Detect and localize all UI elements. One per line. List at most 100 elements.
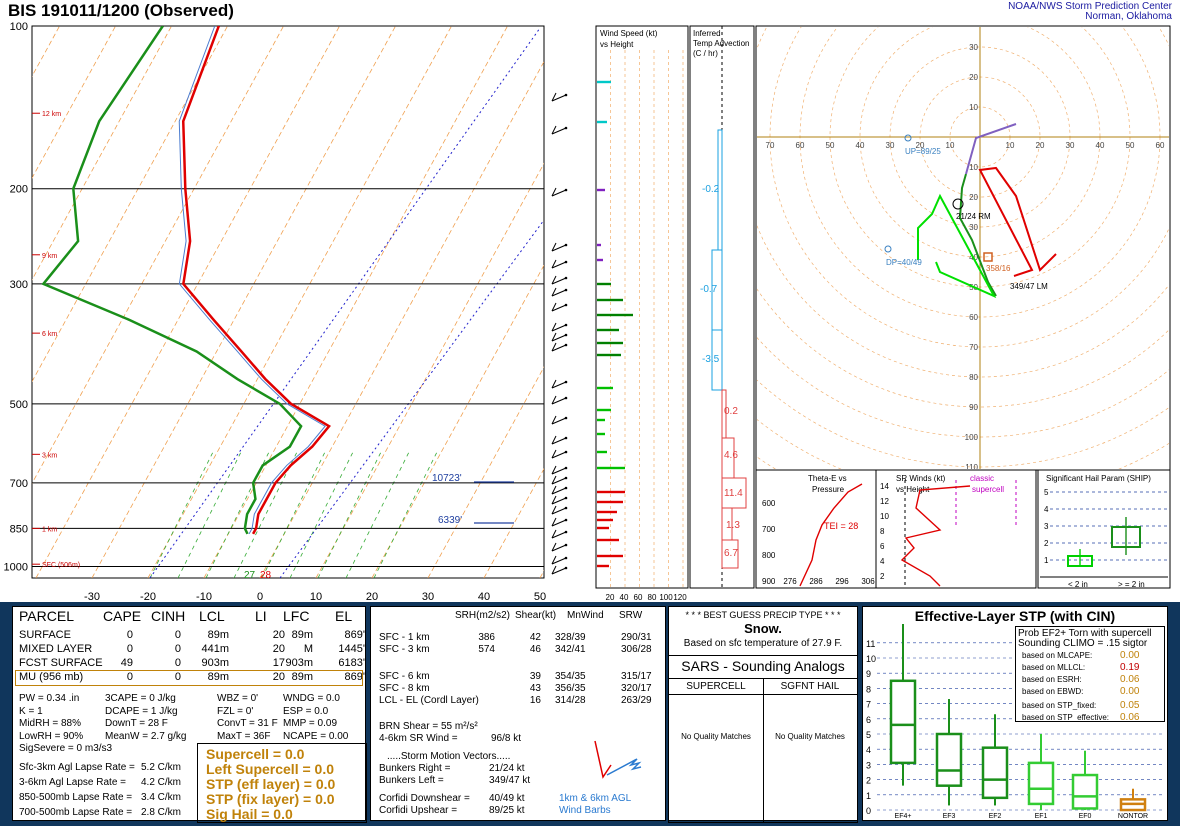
kin-srw: 320/17	[621, 683, 652, 694]
sr-winds-frame	[875, 469, 1037, 589]
thermo-index: PW = 0.34 .in	[19, 693, 80, 704]
hodo-axis-label: 40	[856, 141, 865, 150]
wind-speed-bar	[597, 353, 621, 357]
parcel-cell: 89m	[291, 629, 313, 641]
wind-barb	[551, 334, 567, 342]
wind-barb	[551, 567, 567, 575]
stp-prob-value: 0.00	[1120, 686, 1140, 697]
parcel-cell: FCST SURFACE	[19, 657, 103, 669]
thermo-index: MidRH = 88%	[19, 718, 81, 729]
wind-speed-bar	[597, 282, 611, 286]
stp-prob-label: based on ESRH:	[1022, 675, 1082, 684]
height-label: 6 km	[42, 331, 57, 338]
lapse-value: 4.2 C/km	[141, 777, 182, 788]
srw46-value: 96/8 kt	[491, 733, 522, 744]
motion-label: Bunkers Left =	[379, 775, 444, 786]
virtual-temp-trace	[178, 26, 326, 535]
sounding-trace	[181, 26, 331, 535]
parcel-cell: 0	[174, 657, 181, 669]
isotherm	[483, 468, 544, 578]
sr-ytick: 8	[880, 527, 885, 536]
hodo-axis-label: 10	[946, 141, 955, 150]
wind-barb	[551, 497, 567, 505]
composite-param: STP (eff layer) = 0.0	[206, 776, 336, 792]
parcel-cell: 20	[272, 629, 285, 641]
pressure-label: 200	[10, 184, 28, 196]
parcel-cell: 89m	[207, 671, 229, 683]
temp-adv-label: 6.7	[724, 548, 738, 559]
ship-ytick: 5	[1044, 488, 1049, 497]
motion-label: Corfidi Downshear =	[379, 793, 470, 804]
kin-mnwind: 342/41	[555, 644, 586, 655]
sars-hail-col: SGFNT HAIL	[780, 681, 840, 692]
isotherm	[0, 26, 4, 578]
temp-adv-label: 1.3	[726, 520, 740, 531]
hodo-trace-3-6km	[958, 173, 997, 297]
wind-speed-bar	[597, 538, 619, 542]
stp-prob-label: based on EBWD:	[1022, 687, 1084, 696]
wind-speed-frame	[595, 25, 689, 589]
isotherm	[32, 26, 284, 485]
kin-srw: 306/28	[621, 644, 652, 655]
parcel-cell: 0	[126, 671, 133, 683]
precip-value: Snow.	[744, 621, 782, 636]
stp-category: EF3	[943, 813, 956, 820]
barb-label-2: Wind Barbs	[559, 805, 611, 816]
stp-panel: Effective-Layer STP (with CIN) 11 10 9 8 7 6 5…	[862, 606, 1168, 821]
bottom-panels: PARCEL CAPE CINH LCL LI LFC EL SURFACE 0 0 89m 20 89…	[0, 602, 1180, 826]
kin-header: SRH(m2/s2)	[455, 610, 511, 621]
sounding-trace	[41, 26, 303, 535]
wind-speed-bar	[597, 80, 611, 84]
height-label: 12 km	[42, 111, 61, 118]
wind-speed-bar	[597, 526, 609, 530]
hodo-axis-label: 20	[1036, 141, 1045, 150]
parcel-cell: 0	[174, 643, 181, 655]
wind-speed-bar	[597, 450, 607, 454]
theta-e-title: Theta-E vs	[808, 474, 847, 483]
parcel-cell: 903m	[285, 657, 313, 669]
kin-srh: 386	[478, 632, 495, 643]
wind-barb	[551, 531, 567, 539]
sfc-dewpoint-label: 27	[244, 570, 256, 581]
lm-label: 349/47 LM	[1010, 282, 1048, 291]
hodo-axis-label: 60	[796, 141, 805, 150]
up-label: UP=89/25	[905, 147, 941, 156]
kin-label: SFC - 6 km	[379, 671, 430, 682]
theta-e-xtick: 296	[835, 577, 849, 586]
stp-ytick: 1	[866, 791, 871, 801]
wind-speed-bar	[597, 408, 611, 412]
wind-barb	[551, 544, 567, 552]
parcel-cell: M	[303, 643, 313, 655]
theta-e-ytick: 800	[762, 551, 776, 560]
kin-label: LCL - EL (Cordl Layer)	[379, 695, 479, 706]
theta-e-xtick: 276	[783, 577, 797, 586]
lapse-value: 2.8 C/km	[141, 807, 182, 818]
hodograph-frame	[755, 25, 1171, 471]
temp-adv-label: 11.4	[724, 488, 743, 499]
ship-box-small	[1067, 555, 1093, 567]
kin-header: MnWind	[567, 610, 604, 621]
wind-barb	[551, 304, 567, 312]
parcel-trace-2	[279, 219, 544, 578]
composite-param: Left Supercell = 0.0	[206, 761, 334, 777]
isotherm	[35, 26, 340, 578]
stp-prob-value: 0.06	[1120, 712, 1140, 723]
composite-param: Sig Hail = 0.0	[206, 806, 293, 822]
motion-value: 21/24 kt	[489, 763, 525, 774]
kin-label: SFC - 3 km	[379, 644, 430, 655]
ws-tick: 100	[659, 593, 673, 602]
sars-title: SARS - Sounding Analogs	[681, 658, 845, 674]
hodo-ring-label: 20	[969, 193, 978, 202]
precip-sars-panel: * * * BEST GUESS PRECIP TYPE * * * Snow.…	[668, 606, 858, 823]
sars-hail-nomatch: No Quality Matches	[775, 732, 845, 741]
hodo-axis-label: 10	[1006, 141, 1015, 150]
motion-value: 40/49 kt	[489, 793, 525, 804]
wind-speed-bar	[597, 188, 605, 192]
composite-param: STP (fix layer) = 0.0	[206, 791, 335, 807]
parcel-cell: 1445'	[338, 643, 365, 655]
thermo-index: FZL = 0'	[217, 705, 254, 717]
temp-advection-panel: Inferred Temp Advection (C / hr) -0.2 -0.…	[689, 25, 755, 589]
wind-speed-bar	[597, 554, 623, 558]
wind-barb	[551, 189, 567, 197]
